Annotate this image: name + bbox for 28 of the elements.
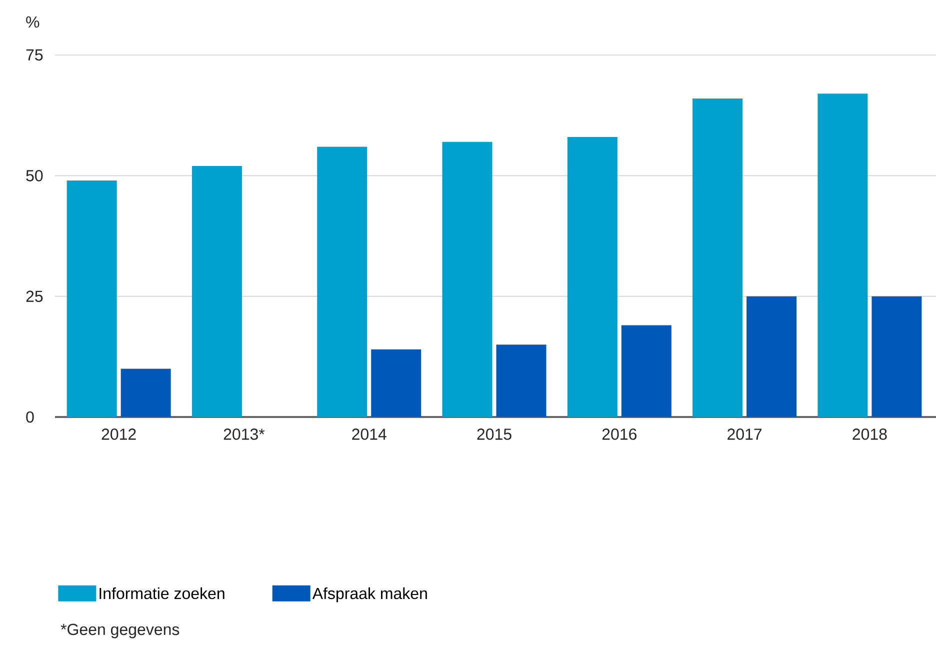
text: *Geen gegevens: [60, 624, 180, 638]
y-axis-title: %: [26, 16, 40, 28]
bar: [192, 166, 242, 417]
bar: [442, 142, 492, 417]
bar: [746, 296, 797, 417]
x-tick-label: 2012: [102, 428, 136, 440]
x-tick-label: 2013*: [224, 428, 265, 440]
x-tick-label: 2018: [852, 428, 887, 440]
y-tick-label: 0: [26, 411, 34, 423]
bar: [692, 98, 743, 417]
legend-label: Afspraak maken: [312, 587, 427, 602]
bar: [66, 180, 117, 417]
bar: [371, 349, 422, 417]
x-tick-label: 2015: [477, 428, 512, 440]
bar: [621, 325, 672, 417]
y-tick-label: 75: [26, 49, 43, 61]
bar: [567, 137, 618, 417]
bar: [120, 368, 171, 417]
bar: [496, 344, 546, 417]
bar: [872, 296, 922, 417]
x-tick-label: 2014: [352, 428, 386, 440]
legend-label: Informatie zoeken: [100, 587, 224, 600]
bar: [317, 146, 368, 417]
x-tick-label: 2016: [602, 428, 636, 440]
y-tick-label: 50: [26, 170, 43, 182]
x-tick-label: 2017: [728, 428, 762, 440]
bar: [818, 94, 868, 417]
y-tick-label: 25: [26, 290, 43, 302]
